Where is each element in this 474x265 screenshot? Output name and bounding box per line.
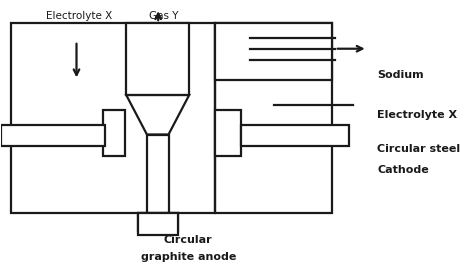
Bar (241, 125, 349, 146)
Bar (216, 23, 332, 213)
Polygon shape (126, 95, 189, 135)
Text: Electrolyte X: Electrolyte X (46, 11, 112, 21)
Text: Circular steel: Circular steel (377, 144, 461, 154)
Bar (126, 23, 189, 95)
Bar (1, 125, 105, 146)
Bar (137, 213, 178, 235)
Text: Circular: Circular (164, 236, 213, 245)
Text: Cathode: Cathode (377, 165, 429, 175)
Bar (137, 213, 178, 231)
Bar (147, 135, 169, 213)
Text: Sodium: Sodium (377, 69, 424, 80)
Bar (216, 23, 332, 80)
Text: Gas Y: Gas Y (149, 11, 179, 21)
Text: Electrolyte X: Electrolyte X (377, 110, 457, 120)
Text: graphite anode: graphite anode (141, 253, 236, 262)
Bar (103, 110, 125, 156)
Bar (11, 23, 216, 213)
Bar (216, 110, 241, 156)
